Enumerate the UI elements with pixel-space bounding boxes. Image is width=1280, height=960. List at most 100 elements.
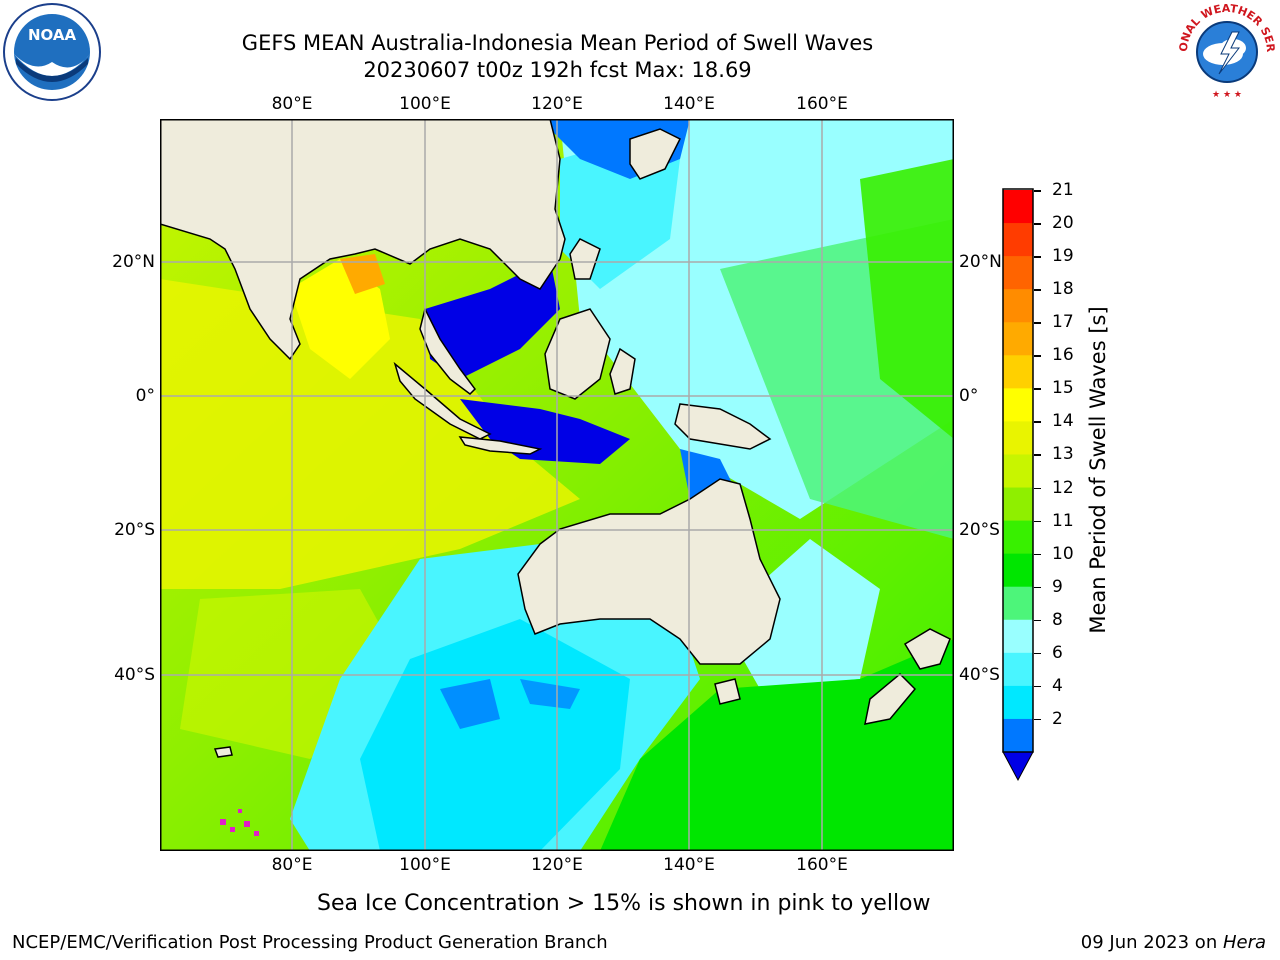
swell-zone-high xyxy=(160,279,580,589)
colorbar-tick-mark xyxy=(1034,520,1041,523)
colorbar-min-extend xyxy=(1002,751,1034,782)
lat-tick-left: 20°S xyxy=(114,520,155,540)
lon-tick-bottom: 160°E xyxy=(796,855,848,875)
map-frame xyxy=(160,119,954,851)
colorbar-tick-mark xyxy=(1034,619,1041,622)
colorbar-tick-mark xyxy=(1034,322,1041,324)
colorbar-tick-label: 16 xyxy=(1052,345,1074,366)
colorbar-swatch xyxy=(1003,619,1033,654)
footer-date: 09 Jun 2023 on Hera xyxy=(1081,932,1266,953)
colorbar-tick-label: 6 xyxy=(1052,642,1063,663)
colorbar-tick-label: 11 xyxy=(1052,510,1074,531)
colorbar-swatch xyxy=(1003,289,1033,323)
colorbar-tick-label: 9 xyxy=(1052,576,1063,597)
java xyxy=(458,436,543,455)
colorbar-tick-label: 4 xyxy=(1052,675,1063,696)
colorbar-swatch xyxy=(1003,487,1033,522)
colorbar-tick-label: 14 xyxy=(1052,411,1074,432)
colorbar-tick-label: 8 xyxy=(1052,609,1063,630)
lon-tick-top: 100°E xyxy=(399,94,451,114)
lon-tick-top: 160°E xyxy=(796,94,848,114)
map-subtitle: 20230607 t00z 192h fcst Max: 18.69 xyxy=(363,58,752,82)
colorbar xyxy=(1002,188,1034,782)
colorbar-tick-mark xyxy=(1034,454,1041,456)
colorbar-tick-mark xyxy=(1034,652,1041,655)
taiwan-japan xyxy=(629,128,682,180)
colorbar-tick-label: 17 xyxy=(1052,312,1074,333)
colorbar-tick-label: 15 xyxy=(1052,378,1074,399)
colorbar-swatch xyxy=(1003,718,1033,753)
colorbar-tick-mark xyxy=(1034,256,1041,258)
colorbar-swatch xyxy=(1003,652,1033,687)
colorbar-swatch xyxy=(1003,388,1033,422)
new-zealand-south xyxy=(864,672,917,725)
colorbar-tick-mark xyxy=(1034,553,1041,556)
philippines xyxy=(569,238,601,280)
lon-tick-bottom: 120°E xyxy=(531,855,583,875)
colorbar-tick-mark xyxy=(1034,289,1041,291)
lon-tick-bottom: 100°E xyxy=(399,855,451,875)
lon-tick-bottom: 140°E xyxy=(663,855,715,875)
colorbar-tick-mark xyxy=(1034,355,1041,357)
sea-ice-markers xyxy=(220,809,259,836)
colorbar-swatch xyxy=(1003,454,1033,489)
noaa-logo: NOAA xyxy=(3,3,101,101)
graticule xyxy=(160,119,954,851)
lon-tick-top: 80°E xyxy=(271,94,313,114)
swell-period-map xyxy=(160,119,954,851)
colorbar-label: Mean Period of Swell Waves [s] xyxy=(1086,306,1110,634)
colorbar-swatch xyxy=(1003,685,1033,720)
footer-host: Hera xyxy=(1222,932,1266,953)
new-zealand-north xyxy=(903,628,951,670)
colorbar-tick-mark xyxy=(1034,487,1041,490)
lat-tick-right: 20°N xyxy=(959,252,1002,272)
borneo xyxy=(544,308,611,400)
tasmania xyxy=(714,678,741,705)
lat-tick-left: 0° xyxy=(135,386,155,406)
lat-tick-right: 40°S xyxy=(959,665,1000,685)
colorbar-swatch xyxy=(1003,520,1033,555)
map-title: GEFS MEAN Australia-Indonesia Mean Perio… xyxy=(241,31,874,55)
colorbar-swatch xyxy=(1003,322,1033,356)
colorbar-tick-label: 21 xyxy=(1052,180,1074,200)
colorbar-tick-label: 18 xyxy=(1052,279,1074,300)
footer-date-text: 09 Jun 2023 on xyxy=(1080,932,1223,953)
colorbar-tick-mark xyxy=(1034,223,1041,225)
colorbar-swatch xyxy=(1003,355,1033,389)
nws-logo: NATIONAL WEATHER SERVICE ★ ★ ★ xyxy=(1177,2,1277,100)
colorbar-tick-mark xyxy=(1034,388,1041,390)
new-guinea xyxy=(674,403,772,450)
colorbar-tick-mark xyxy=(1034,190,1041,192)
sulawesi xyxy=(609,347,636,395)
footer-credit: NCEP/EMC/Verification Post Processing Pr… xyxy=(12,932,608,953)
colorbar-tick-mark xyxy=(1034,685,1041,688)
lon-tick-top: 120°E xyxy=(531,94,583,114)
malay-peninsula xyxy=(419,306,476,395)
svg-text:NOAA: NOAA xyxy=(28,26,77,44)
colorbar-tick-mark xyxy=(1034,421,1041,423)
colorbar-swatch xyxy=(1003,421,1033,455)
colorbar-frame xyxy=(1002,188,1034,753)
lat-tick-right: 20°S xyxy=(959,520,1000,540)
land-masses xyxy=(160,119,951,758)
colorbar-tick-mark xyxy=(1034,718,1041,721)
lat-tick-left: 20°N xyxy=(112,252,155,272)
colorbar-tick-label: 20 xyxy=(1052,213,1074,234)
colorbar-tick-label: 2 xyxy=(1052,708,1063,729)
colorbar-swatch xyxy=(1003,553,1033,588)
kerguelen xyxy=(213,746,233,758)
colorbar-swatch xyxy=(1003,223,1033,257)
colorbar-tick-mark xyxy=(1034,586,1041,589)
lat-tick-right: 0° xyxy=(959,386,979,406)
asia-mainland xyxy=(160,119,566,361)
colorbar-tick-label: 10 xyxy=(1052,543,1074,564)
colorbar-swatch xyxy=(1003,256,1033,290)
colorbar-tick-label: 12 xyxy=(1052,477,1074,498)
lon-tick-top: 140°E xyxy=(663,94,715,114)
lon-tick-bottom: 80°E xyxy=(271,855,313,875)
colorbar-tick-label: 13 xyxy=(1052,444,1074,465)
lat-tick-left: 40°S xyxy=(114,665,155,685)
svg-text:★ ★ ★: ★ ★ ★ xyxy=(1212,90,1242,100)
colorbar-swatch xyxy=(1003,586,1033,621)
colorbar-tick-label: 19 xyxy=(1052,246,1074,267)
